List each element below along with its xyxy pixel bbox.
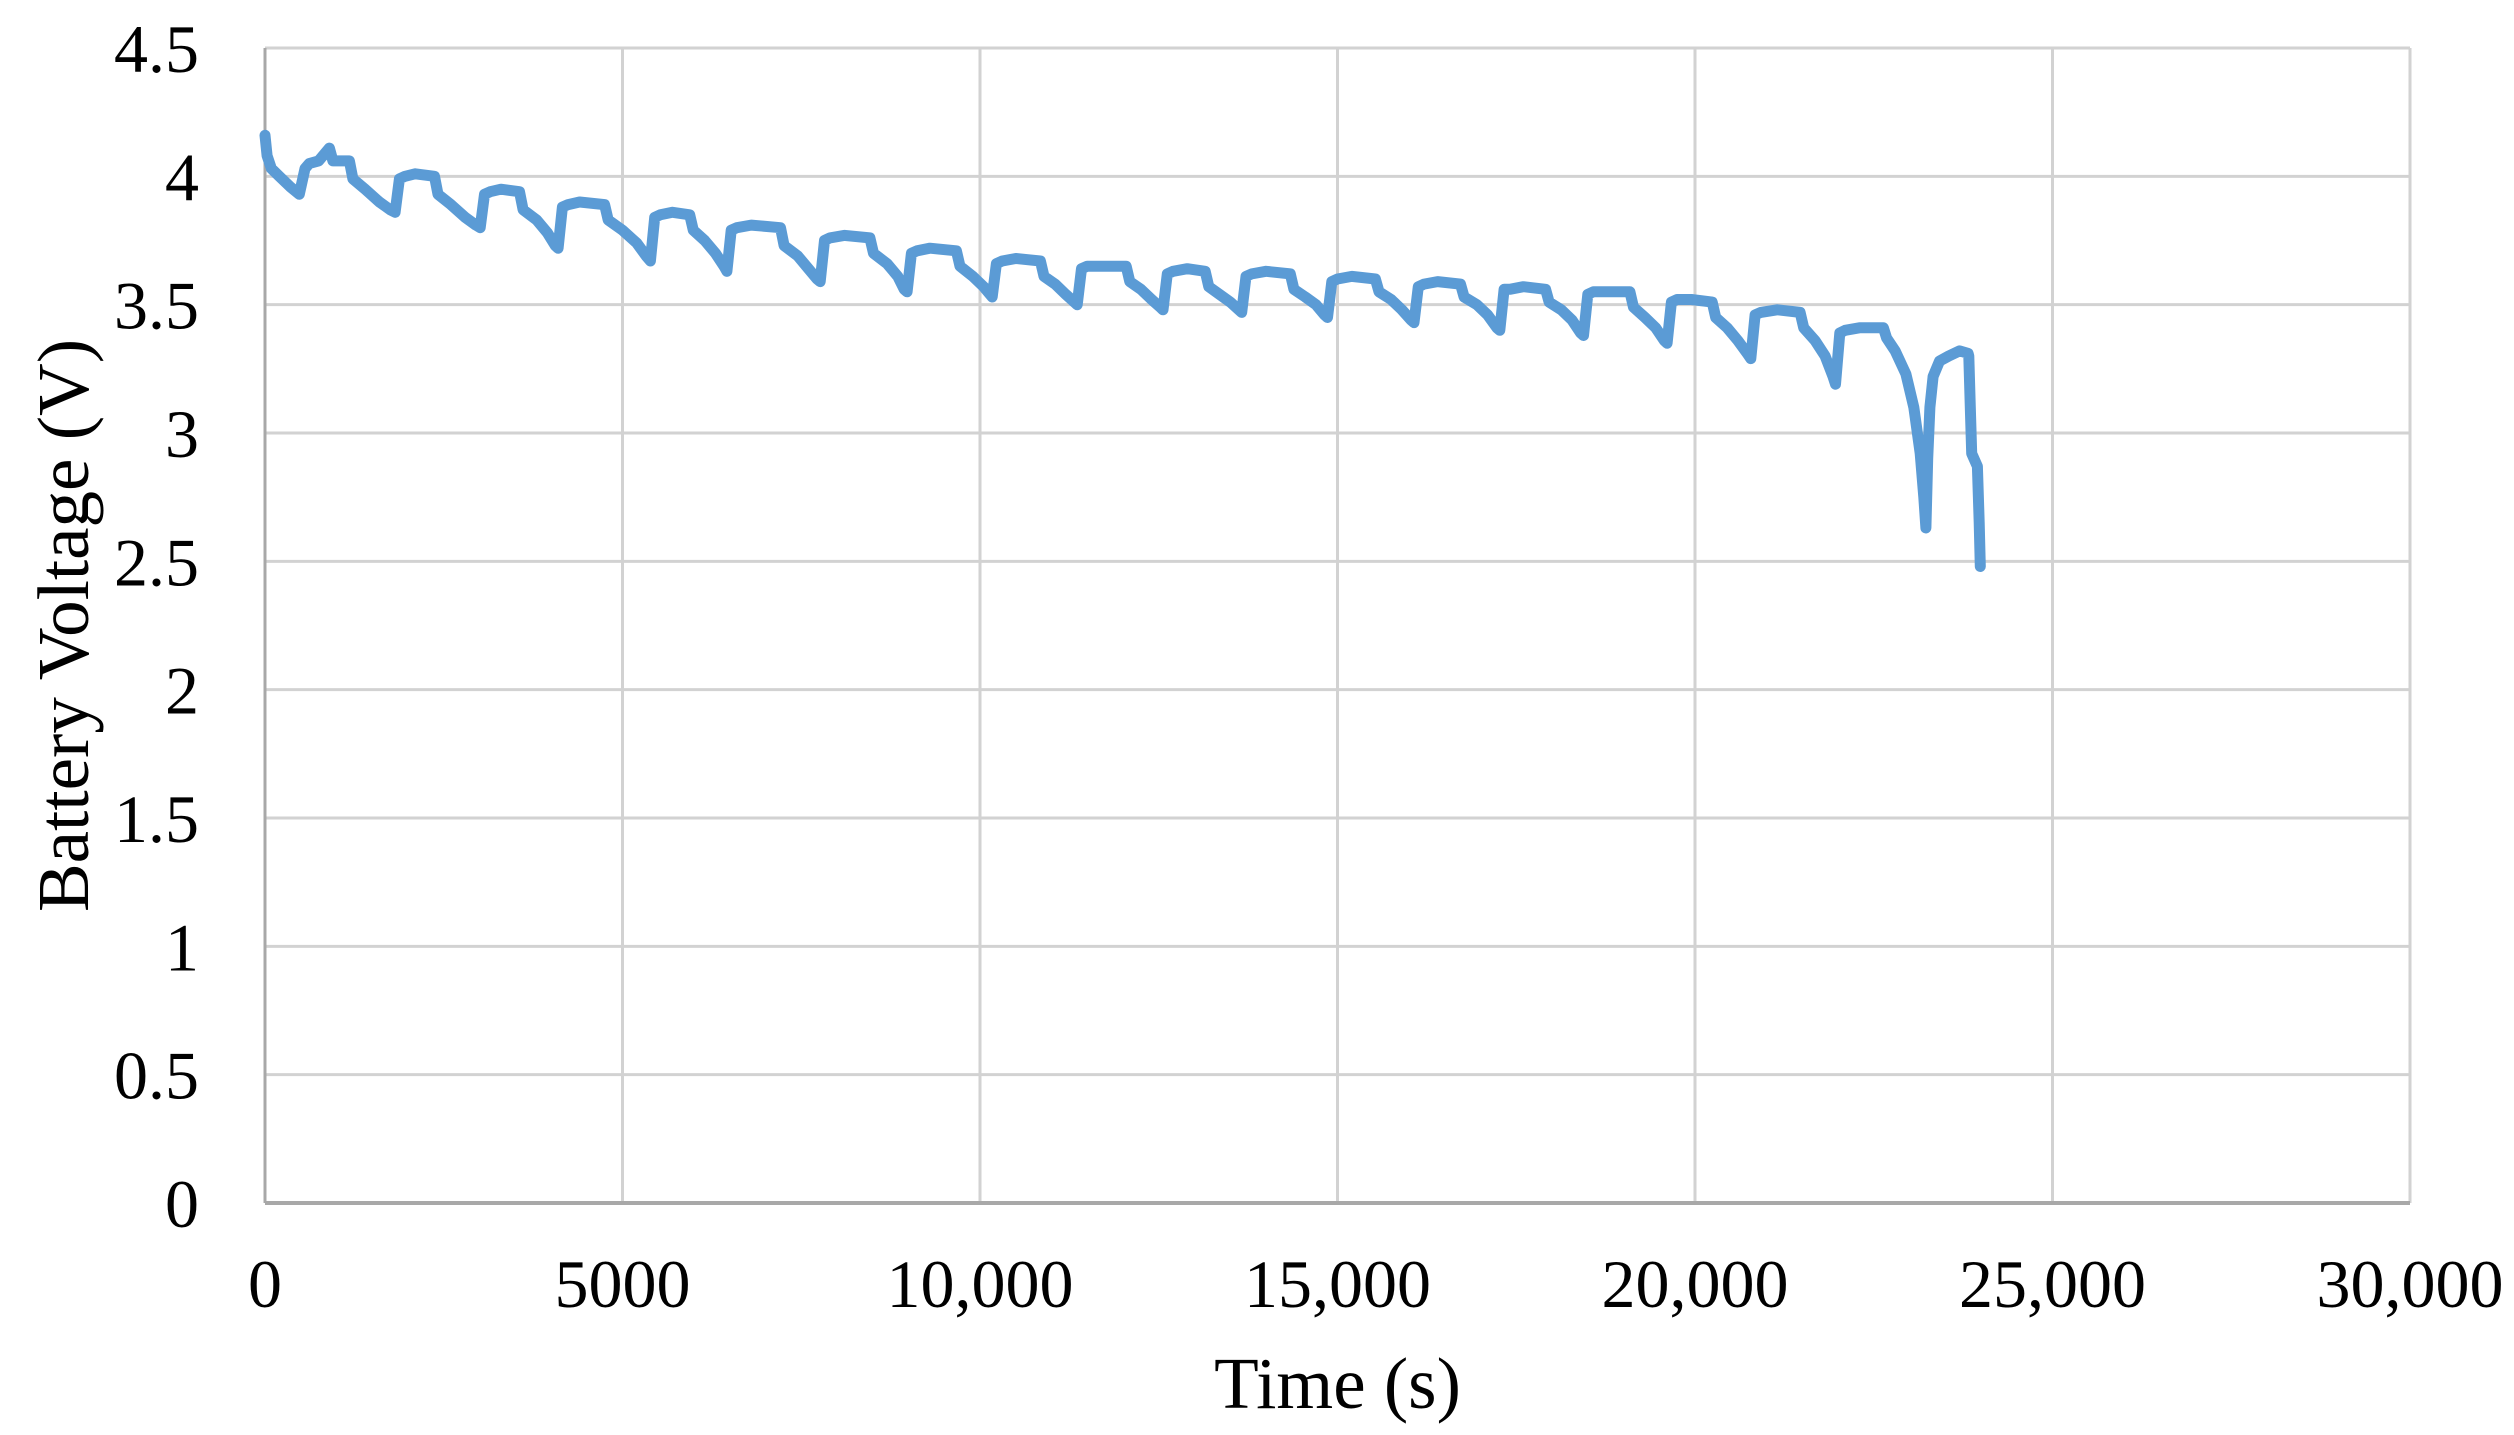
- tick-labels: 0 0.5 1 1.5 2 2.5 3 3.5 4 4.5 0 5000 10,000 15,000 20,…: [114, 11, 2504, 1322]
- y-tick-label: 2.5: [114, 524, 199, 600]
- x-tick-label: 5000: [555, 1246, 691, 1322]
- y-axis-title: Battery Voltage (V): [23, 339, 104, 912]
- x-tick-label: 20,000: [1602, 1246, 1789, 1322]
- y-tick-label: 4: [165, 139, 199, 215]
- y-tick-label: 1.5: [114, 781, 199, 857]
- y-tick-label: 3.5: [114, 268, 199, 344]
- y-tick-label: 1: [165, 909, 199, 985]
- x-tick-label: 10,000: [887, 1246, 1074, 1322]
- axes: [263, 48, 2410, 1205]
- x-tick-label: 15,000: [1244, 1246, 1431, 1322]
- y-tick-label: 3: [165, 396, 199, 472]
- y-tick-label: 0: [165, 1166, 199, 1242]
- y-tick-label: 0.5: [114, 1038, 199, 1114]
- x-tick-label: 30,000: [2317, 1246, 2504, 1322]
- series-line: [259, 129, 1986, 572]
- y-tick-label: 4.5: [114, 11, 199, 87]
- y-tick-label: 2: [165, 653, 199, 729]
- x-tick-label: 25,000: [1959, 1246, 2146, 1322]
- x-tick-label: 0: [248, 1246, 282, 1322]
- x-axis-title: Time (s): [1214, 1343, 1461, 1424]
- series-lines: [259, 129, 1986, 572]
- gridlines: [263, 46, 2412, 1205]
